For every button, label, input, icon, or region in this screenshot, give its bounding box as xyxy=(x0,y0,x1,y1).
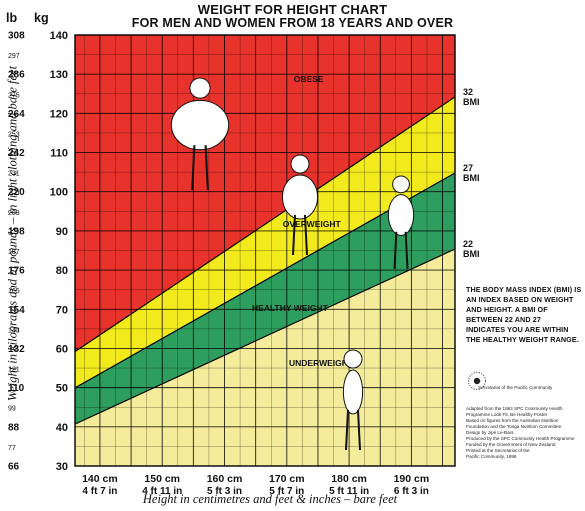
zone-label-overweight: OVERWEIGHT xyxy=(283,219,342,229)
y-tick-lb: 275 xyxy=(8,92,20,99)
y-tick-lb: 231 xyxy=(8,171,20,178)
y-tick-lb: 165 xyxy=(8,288,20,295)
x-tick-ftin: 5 ft 3 in xyxy=(207,486,242,497)
y-tick-lb: 187 xyxy=(8,249,20,256)
credit-line: Produced by the SPC Community Health Pro… xyxy=(466,436,575,441)
credit-line: Adapted from the 1993 SPC Community Heal… xyxy=(466,406,563,411)
x-tick-ftin: 5 ft 11 in xyxy=(329,486,369,497)
y-axis-title: Weight in kilograms and in pounds – in l… xyxy=(5,65,20,402)
credit-line: Foundation and the Tonga Nutrition Commi… xyxy=(466,424,562,429)
chart-title: WEIGHT FOR HEIGHT CHART xyxy=(197,2,388,17)
bmi-explanation: THE BODY MASS INDEX (BMI) IS AN INDEX BA… xyxy=(466,285,582,344)
y-tick-lb: 220 xyxy=(8,187,25,198)
y-tick-lb: 132 xyxy=(8,344,25,355)
y-tick-lb: 110 xyxy=(8,383,25,394)
y-tick-lb: 209 xyxy=(8,210,20,217)
obese-figure-icon xyxy=(170,77,230,191)
x-tick-cm: 160 cm xyxy=(207,473,243,485)
y-unit-kg: kg xyxy=(34,11,49,25)
credit-line: Programme Look Fit, Be Healthy Poster xyxy=(466,412,548,417)
credit-line: Design by Jipé Le-Bars xyxy=(466,430,514,435)
y-tick-lb: 143 xyxy=(8,327,20,334)
y-tick-kg: 90 xyxy=(56,226,68,238)
y-tick-kg: 30 xyxy=(56,461,68,473)
x-tick-cm: 170 cm xyxy=(269,473,305,485)
bmi-label-27-unit: BMI xyxy=(463,173,480,183)
y-tick-lb: 286 xyxy=(8,70,25,81)
organization-name: Secretariat of the Pacific Community xyxy=(478,385,553,390)
overweight-figure-icon xyxy=(281,154,319,256)
y-tick-kg: 100 xyxy=(50,187,68,199)
y-tick-lb: 154 xyxy=(8,305,25,316)
y-tick-lb: 66 xyxy=(8,462,20,473)
credits-block: Adapted from the 1993 SPC Community Heal… xyxy=(466,406,582,460)
y-tick-kg: 140 xyxy=(50,30,68,42)
y-tick-kg: 40 xyxy=(56,422,68,434)
x-tick-ftin: 4 ft 11 in xyxy=(142,486,182,497)
y-tick-kg: 80 xyxy=(56,265,68,277)
x-axis-title: Height in centimetres and feet & inches … xyxy=(142,492,398,506)
healthy-figure-icon xyxy=(387,175,415,270)
bmi-label-32-unit: BMI xyxy=(463,97,480,107)
plot-frame xyxy=(74,34,456,467)
zone-obese xyxy=(75,35,455,352)
credit-line: Funded by the Government of New Zealand xyxy=(466,442,556,447)
y-tick-lb: 99 xyxy=(8,406,16,413)
credit-line: Printed at the Secretariat of the xyxy=(466,448,530,453)
bmi-label-27: 27 xyxy=(463,163,473,173)
zone-underweight xyxy=(75,249,455,466)
bmi-label-22: 22 xyxy=(463,239,473,249)
y-tick-kg: 110 xyxy=(50,148,68,160)
zone-label-underweight: UNDERWEIGHT xyxy=(289,358,354,368)
y-tick-lb: 198 xyxy=(8,226,25,237)
y-tick-lb: 253 xyxy=(8,131,20,138)
x-tick-cm: 180 cm xyxy=(331,473,367,485)
x-tick-cm: 140 cm xyxy=(82,473,118,485)
spc-logo-icon xyxy=(468,372,486,390)
underweight-figure-icon xyxy=(342,349,364,451)
bmi-label-22-unit: BMI xyxy=(463,249,480,259)
bmi-label-32: 32 xyxy=(463,87,473,97)
zone-healthy-weight xyxy=(75,172,455,425)
x-tick-ftin: 5 ft 7 in xyxy=(269,486,304,497)
y-tick-lb: 77 xyxy=(8,445,16,452)
y-tick-lb: 176 xyxy=(8,266,25,277)
x-tick-cm: 190 cm xyxy=(394,473,430,485)
y-tick-lb: 264 xyxy=(8,109,25,120)
x-tick-cm: 150 cm xyxy=(144,473,180,485)
zone-label-healthy-weight: HEALTHY WEIGHT xyxy=(252,303,329,313)
y-tick-kg: 120 xyxy=(50,108,68,120)
y-tick-lb: 297 xyxy=(8,53,20,60)
credit-line: Based on figures from the Australian Nut… xyxy=(466,418,559,423)
zone-label-obese: OBESE xyxy=(294,74,324,84)
y-tick-lb: 242 xyxy=(8,148,25,159)
y-tick-kg: 130 xyxy=(50,69,68,81)
chart-subtitle: FOR MEN AND WOMEN FROM 18 YEARS AND OVER xyxy=(131,16,454,30)
credit-line: Pacific Community, 1998 xyxy=(466,454,517,459)
y-unit-lb: lb xyxy=(6,11,18,25)
y-tick-lb: 121 xyxy=(8,367,20,374)
y-tick-kg: 50 xyxy=(56,383,68,395)
y-tick-kg: 60 xyxy=(56,343,68,355)
y-tick-lb: 88 xyxy=(8,422,20,433)
x-tick-ftin: 6 ft 3 in xyxy=(394,486,429,497)
x-tick-ftin: 4 ft 7 in xyxy=(82,486,117,497)
y-tick-lb: 308 xyxy=(8,31,25,42)
plot-area: OBESE OVERWEIGHT HEALTHY WEIGHT UNDERWEIGHT xyxy=(75,35,455,466)
bmi-line-22 xyxy=(75,248,455,425)
zone-overweight xyxy=(75,96,455,388)
y-tick-kg: 70 xyxy=(56,304,68,316)
bmi-line-32 xyxy=(75,96,455,353)
